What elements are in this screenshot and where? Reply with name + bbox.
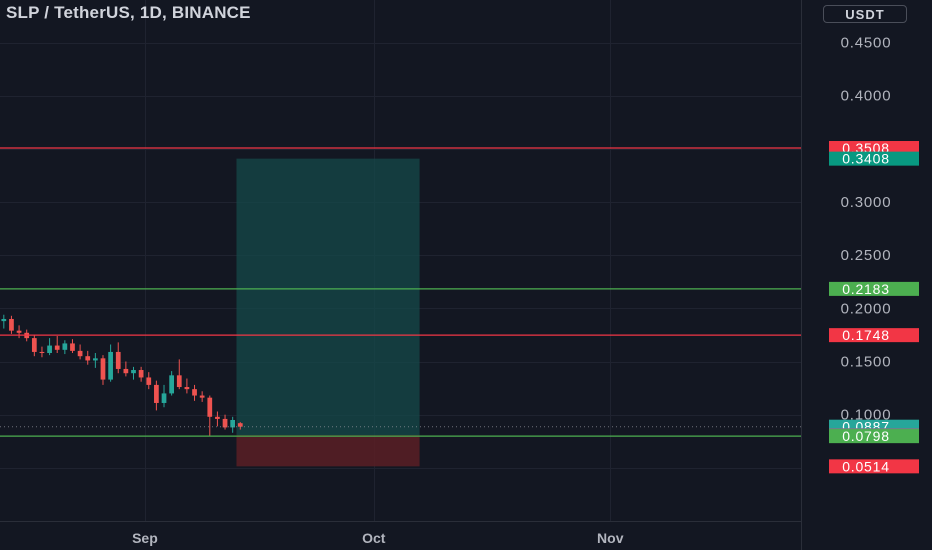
- stop-loss-zone: [236, 435, 420, 467]
- time-tick-label: Sep: [132, 530, 158, 546]
- price-tick-label: 0.4000: [841, 88, 892, 105]
- candle-body: [115, 351, 121, 369]
- price-tick-label: 0.3000: [841, 194, 892, 211]
- candle-body: [131, 370, 136, 374]
- candle-body: [85, 356, 91, 361]
- candle-body: [184, 387, 190, 390]
- candle-body: [39, 351, 45, 354]
- candle-body: [230, 419, 236, 428]
- currency-button[interactable]: USDT: [823, 5, 907, 23]
- candle-body: [16, 330, 22, 333]
- price-label-text: 0.3408: [842, 151, 890, 167]
- candle-body: [154, 384, 159, 403]
- price-label: 0.0798: [829, 428, 919, 444]
- candlestick-series: [1, 314, 243, 436]
- price-label: 0.2183: [829, 281, 919, 297]
- price-label-background: [829, 429, 919, 444]
- price-tick-label: 0.4500: [841, 35, 892, 52]
- price-label-text: 0.1748: [842, 327, 890, 343]
- time-tick-label: Oct: [362, 530, 386, 546]
- price-label: 0.1748: [829, 327, 919, 343]
- candle-body: [92, 358, 98, 361]
- candle-body: [54, 345, 60, 350]
- candle-body: [123, 368, 129, 374]
- position-zones: [236, 158, 420, 467]
- price-label-text: 0.2183: [842, 281, 890, 297]
- candle-body: [199, 395, 205, 398]
- candle-body: [176, 375, 182, 388]
- candle-body: [108, 351, 113, 380]
- candle-body: [77, 350, 83, 357]
- price-tick-label: 0.1000: [841, 407, 892, 424]
- time-axis[interactable]: Sep Oct Nov: [132, 530, 624, 546]
- chart-title: SLP / TetherUS, 1D, BINANCE: [6, 3, 251, 22]
- time-tick-label: Nov: [597, 530, 624, 546]
- price-tick-label: 0.1500: [841, 354, 892, 371]
- price-label-background: [829, 459, 919, 474]
- candle-body: [192, 389, 197, 396]
- price-axis-labels: 0.35080.34080.21830.17480.08870.08070.07…: [829, 140, 919, 474]
- candle-body: [47, 345, 52, 354]
- candle-body: [100, 358, 106, 380]
- candle-body: [146, 377, 152, 385]
- candle-body: [138, 370, 144, 378]
- candle-body: [207, 397, 213, 417]
- candle-body: [215, 416, 220, 419]
- price-label-text: 0.0798: [842, 428, 890, 444]
- candle-body: [1, 318, 7, 322]
- candle-body: [161, 393, 167, 403]
- price-tick-label: 0.2000: [841, 300, 892, 317]
- price-label-text: 0.0514: [842, 458, 890, 474]
- profit-zone: [236, 158, 420, 436]
- candle-body: [237, 423, 243, 427]
- price-label: 0.3408: [829, 151, 919, 167]
- candle-body: [222, 418, 228, 428]
- candle-body: [70, 343, 75, 351]
- candle-body: [62, 343, 68, 350]
- candle-body: [31, 338, 37, 352]
- price-label-background: [829, 328, 919, 343]
- price-label-background: [829, 141, 919, 156]
- price-axis[interactable]: 0.4500 0.4000 0.3000 0.2500 0.2000 0.1500 0.10…: [841, 35, 892, 424]
- horizontal-levels[interactable]: [0, 147, 801, 437]
- price-label-background: [829, 151, 919, 166]
- price-tick-label: 0.2500: [841, 247, 892, 264]
- candle-body: [9, 318, 14, 331]
- price-label: 0.0514: [829, 458, 919, 474]
- price-label-background: [829, 281, 919, 296]
- candle-body: [169, 375, 175, 394]
